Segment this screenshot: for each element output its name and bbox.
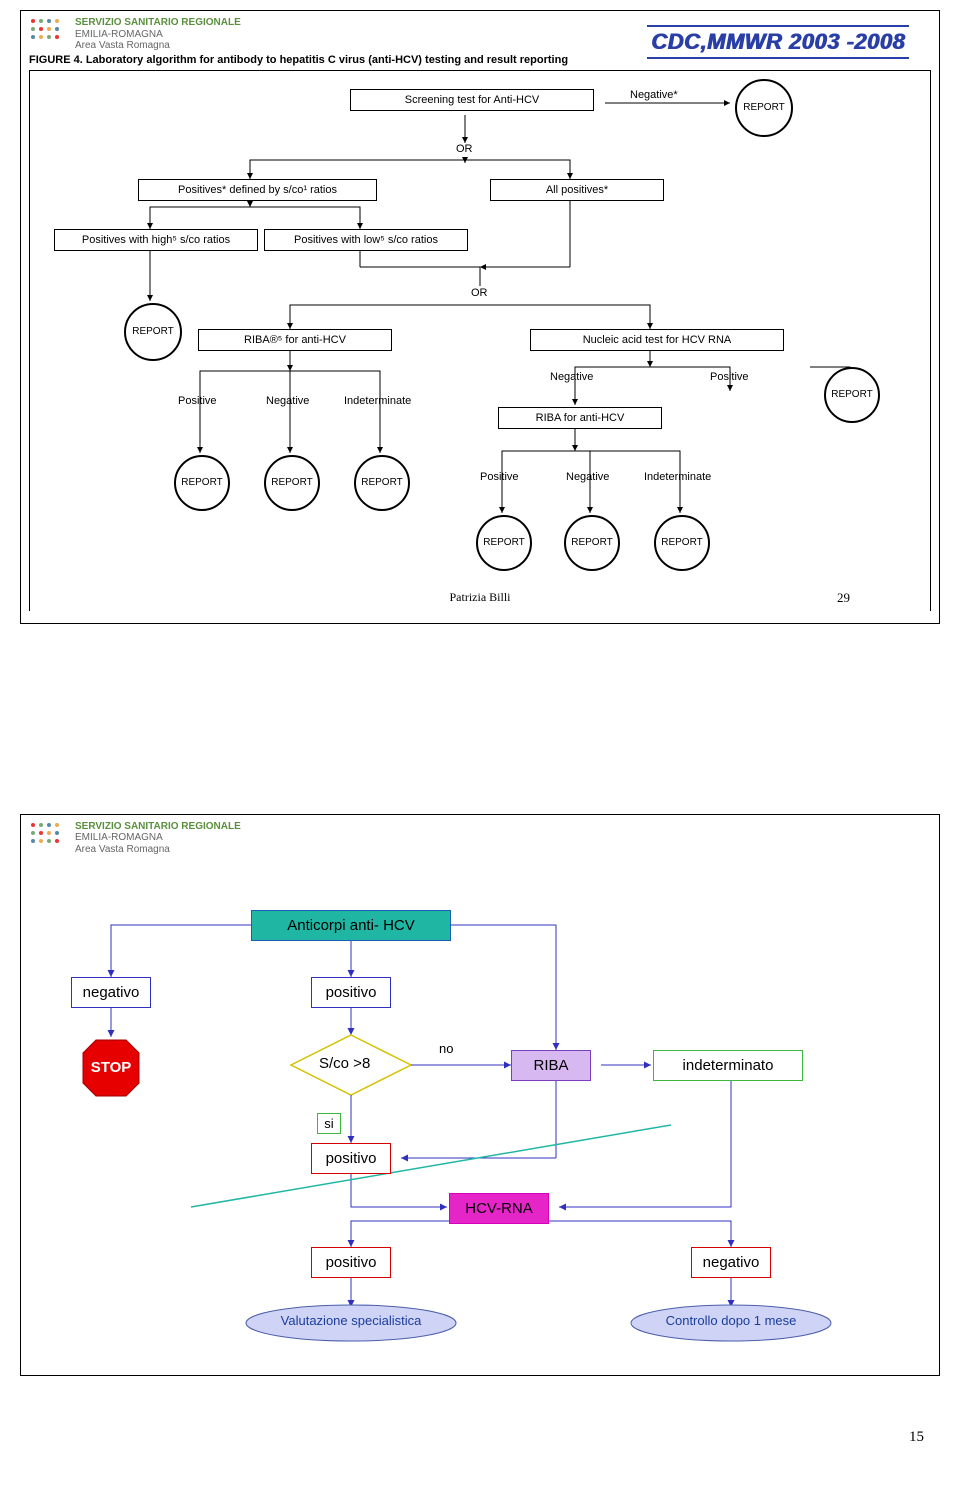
box-riba: RIBA®⁵ for anti-HCV bbox=[198, 329, 392, 351]
box-riba2: RIBA for anti-HCV bbox=[498, 407, 662, 429]
org-line3: Area Vasta Romagna bbox=[75, 40, 241, 52]
label-positive-1: Positive bbox=[178, 395, 217, 407]
node-positivo-bottom: positivo bbox=[311, 1247, 391, 1278]
node-riba: RIBA bbox=[511, 1050, 591, 1081]
label-positive-3: Positive bbox=[480, 471, 519, 483]
node-negativo-top: negativo bbox=[71, 977, 151, 1008]
node-sco: S/co >8 bbox=[319, 1055, 370, 1072]
logo-dots-icon-2 bbox=[29, 821, 71, 851]
panel1-footer: Patrizia Billi 29 bbox=[30, 590, 930, 605]
node-hcvrna: HCV-RNA bbox=[449, 1193, 549, 1224]
org2-line3: Area Vasta Romagna bbox=[75, 844, 241, 856]
box-pos-high: Positives with high⁵ s/co ratios bbox=[54, 229, 258, 251]
node-indet: indeterminato bbox=[653, 1050, 803, 1081]
circle-report-5: REPORT bbox=[354, 455, 410, 511]
circle-report-8: REPORT bbox=[564, 515, 620, 571]
org-block-2: SERVIZIO SANITARIO REGIONALE EMILIA-ROMA… bbox=[75, 821, 241, 856]
node-title: Anticorpi anti- HCV bbox=[251, 910, 451, 941]
panel-flowchart: SERVIZIO SANITARIO REGIONALE EMILIA-ROMA… bbox=[20, 814, 940, 1377]
flow-wires bbox=[21, 855, 941, 1375]
circle-report-6: REPORT bbox=[824, 367, 880, 423]
circle-report-2: REPORT bbox=[124, 303, 182, 361]
box-all-pos: All positives* bbox=[490, 179, 664, 201]
box-pos-low: Positives with low⁵ s/co ratios bbox=[264, 229, 468, 251]
label-si: si bbox=[317, 1113, 341, 1134]
box-screening: Screening test for Anti-HCV bbox=[350, 89, 594, 111]
label-positive-2: Positive bbox=[710, 371, 749, 383]
node-positivo-top: positivo bbox=[311, 977, 391, 1008]
cdc-banner: CDC,MMWR 2003 -2008 bbox=[647, 25, 909, 59]
label-indeterminate-1: Indeterminate bbox=[344, 395, 411, 407]
label-or-2: OR bbox=[471, 287, 488, 299]
circle-report-3: REPORT bbox=[174, 455, 230, 511]
page-number: 15 bbox=[909, 1429, 924, 1446]
node-stop: STOP bbox=[86, 1059, 136, 1076]
circle-report-4: REPORT bbox=[264, 455, 320, 511]
logo-dots-icon bbox=[29, 17, 71, 47]
flowchart: Anticorpi anti- HCV negativo positivo ST… bbox=[21, 855, 939, 1375]
label-negative-2: Negative bbox=[550, 371, 593, 383]
header-row-2: SERVIZIO SANITARIO REGIONALE EMILIA-ROMA… bbox=[21, 815, 939, 856]
label-or-1: OR bbox=[456, 143, 473, 155]
node-controllo: Controllo dopo 1 mese bbox=[646, 1313, 816, 1328]
label-negative-star: Negative* bbox=[630, 89, 678, 101]
algorithm-diagram: Screening test for Anti-HCV Negative* RE… bbox=[29, 70, 931, 611]
org-line1: SERVIZIO SANITARIO REGIONALE bbox=[75, 17, 241, 29]
circle-report-9: REPORT bbox=[654, 515, 710, 571]
org-block: SERVIZIO SANITARIO REGIONALE EMILIA-ROMA… bbox=[75, 17, 241, 52]
label-negative-1: Negative bbox=[266, 395, 309, 407]
label-negative-3: Negative bbox=[566, 471, 609, 483]
node-positivo-mid: positivo bbox=[311, 1143, 391, 1174]
box-pos-defined: Positives* defined by s/co¹ ratios bbox=[138, 179, 377, 201]
footer-page: 29 bbox=[837, 590, 850, 606]
org-line2: EMILIA-ROMAGNA bbox=[75, 29, 241, 41]
label-indeterminate-2: Indeterminate bbox=[644, 471, 711, 483]
org2-line1: SERVIZIO SANITARIO REGIONALE bbox=[75, 821, 241, 833]
org2-line2: EMILIA-ROMAGNA bbox=[75, 832, 241, 844]
node-valutazione: Valutazione specialistica bbox=[261, 1313, 441, 1328]
footer-name: Patrizia Billi bbox=[450, 590, 511, 604]
node-negativo-bottom: negativo bbox=[691, 1247, 771, 1278]
panel-cdc: CDC,MMWR 2003 -2008 SERVIZIO SANITARIO R… bbox=[20, 10, 940, 624]
box-nat: Nucleic acid test for HCV RNA bbox=[530, 329, 784, 351]
circle-report-7: REPORT bbox=[476, 515, 532, 571]
label-no: no bbox=[439, 1041, 453, 1056]
circle-report-1: REPORT bbox=[735, 79, 793, 137]
